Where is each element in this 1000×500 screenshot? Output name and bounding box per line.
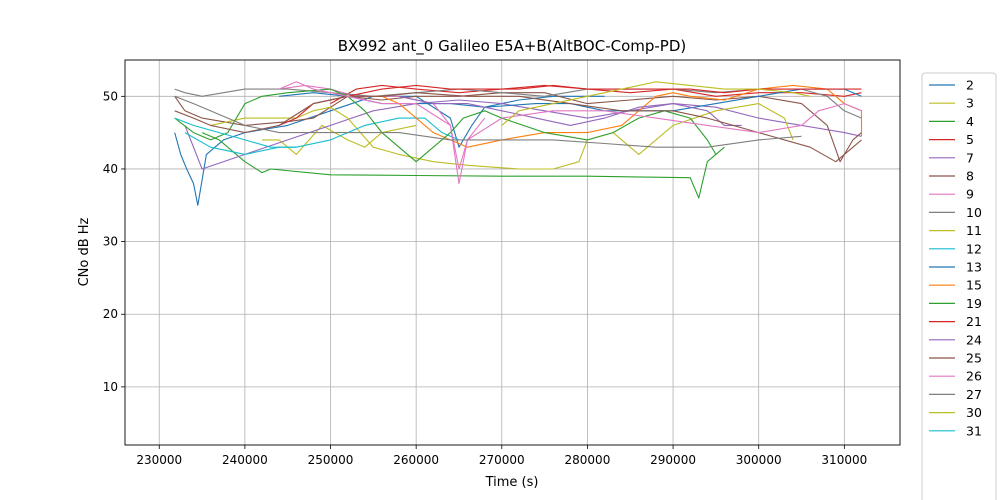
series-line-11 (210, 103, 794, 170)
x-tick-label: 260000 (393, 453, 439, 467)
series-line-19 (174, 88, 717, 163)
x-tick-label: 310000 (821, 453, 867, 467)
series-line-27 (174, 95, 802, 148)
legend-label: 9 (966, 187, 974, 202)
series-line-3 (262, 124, 417, 155)
series-line-15 (364, 84, 863, 148)
x-axis-label: Time (s) (485, 475, 539, 490)
legend-label: 25 (966, 351, 982, 366)
x-tick-label: 290000 (650, 453, 696, 467)
series-line-30 (501, 81, 811, 126)
x-tick-label: 250000 (308, 453, 354, 467)
chart-title: BX992 ant_0 Galileo E5A+B(AltBOC-Comp-PD… (338, 37, 687, 56)
legend-label: 26 (966, 369, 982, 384)
legend-label: 3 (966, 96, 974, 111)
legend-label: 24 (966, 332, 982, 347)
x-tick-label: 270000 (479, 453, 525, 467)
legend-box (921, 72, 997, 500)
legend-label: 30 (966, 405, 982, 420)
legend-label: 7 (966, 150, 974, 165)
legend-label: 5 (966, 132, 974, 147)
plot-frame (124, 59, 901, 446)
legend-label: 21 (966, 314, 982, 329)
x-tick-label: 300000 (736, 453, 782, 467)
series-layer (174, 81, 863, 206)
legend: 2 3 4 5 7 8 9 10 11 12 13 15 19 21 24 25 26 27 30 31 (921, 72, 997, 500)
legend-label: 13 (966, 260, 982, 275)
legend-label: 31 (966, 423, 982, 438)
legend-label: 8 (966, 169, 974, 184)
y-tick-label: 10 (103, 380, 118, 394)
x-tick-label: 230000 (136, 453, 182, 467)
series-line-2 (174, 95, 605, 206)
series-line-31 (174, 117, 297, 148)
legend-label: 2 (966, 78, 974, 93)
legend-label: 12 (966, 241, 982, 256)
series-line-7 (184, 99, 862, 170)
y-axis: 10 20 30 40 50 (103, 89, 125, 394)
legend-label: 15 (966, 278, 982, 293)
y-tick-label: 40 (103, 162, 118, 176)
y-axis-label: CNo dB Hz (77, 217, 92, 286)
series-line-12 (184, 117, 460, 155)
legend-label: 11 (966, 223, 982, 238)
series-line-4 (201, 132, 725, 199)
legend-label: 10 (966, 205, 982, 220)
y-tick-label: 30 (103, 235, 118, 249)
series-line-24 (398, 95, 742, 126)
y-tick-label: 50 (103, 89, 118, 103)
legend-label: 27 (966, 387, 982, 402)
series-line-9 (279, 84, 486, 170)
y-tick-label: 20 (103, 307, 118, 321)
x-tick-label: 280000 (565, 453, 611, 467)
legend-label: 19 (966, 296, 982, 311)
x-tick-label: 240000 (222, 453, 268, 467)
series-line-26 (278, 81, 862, 185)
legend-label: 4 (966, 114, 974, 129)
series-line-21 (278, 84, 862, 126)
x-axis: 230000 240000 250000 260000 270000 280000 2900… (136, 445, 867, 467)
